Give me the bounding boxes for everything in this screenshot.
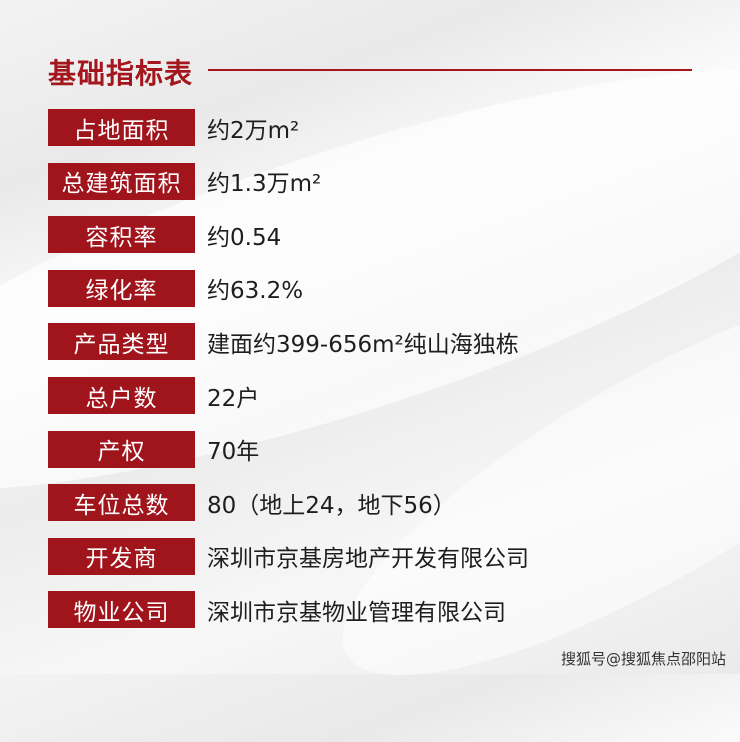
table-row: 总建筑面积 约1.3万m² (48, 162, 322, 200)
table-row: 产权 70年 (48, 430, 260, 468)
row-value: 80（地上24，地下56） (207, 492, 456, 519)
table-row: 总户数 22户 (48, 377, 259, 414)
row-value: 约63.2% (207, 278, 304, 305)
row-label: 产品类型 (48, 323, 195, 361)
row-value: 22户 (207, 385, 260, 412)
watermark: 搜狐号@搜狐焦点邵阳站 (560, 650, 726, 668)
table-row: 绿化率 约63.2% (48, 269, 304, 307)
row-value: 约0.54 (207, 224, 282, 251)
row-label: 容积率 (48, 216, 195, 254)
title-divider (208, 69, 692, 71)
row-value: 约1.3万m² (207, 171, 322, 198)
table-row: 开发商 深圳市京基房地产开发有限公司 (48, 537, 529, 575)
row-value: 70年 (207, 439, 260, 466)
table-row: 容积率 约0.54 (48, 216, 282, 254)
table-row: 产品类型 建面约399-656m²纯山海独栋 (48, 323, 519, 361)
row-label: 产权 (48, 430, 195, 468)
table-row: 车位总数 80（地上24，地下56） (48, 484, 456, 522)
table-row: 物业公司 深圳市京基物业管理有限公司 (48, 591, 506, 629)
row-value: 建面约399-656m²纯山海独栋 (207, 331, 519, 358)
row-label: 绿化率 (48, 269, 195, 307)
row-label: 总建筑面积 (48, 162, 195, 200)
row-value: 深圳市京基房地产开发有限公司 (207, 546, 529, 573)
row-label: 总户数 (48, 377, 195, 414)
row-label: 车位总数 (48, 484, 195, 522)
row-label: 物业公司 (48, 591, 195, 629)
table-row: 占地面积 约2万m² (48, 109, 299, 146)
row-label: 占地面积 (48, 109, 195, 146)
page-title: 基础指标表 (48, 57, 194, 90)
row-label: 开发商 (48, 537, 195, 575)
row-value: 约2万m² (207, 117, 300, 144)
row-value: 深圳市京基物业管理有限公司 (207, 599, 506, 626)
